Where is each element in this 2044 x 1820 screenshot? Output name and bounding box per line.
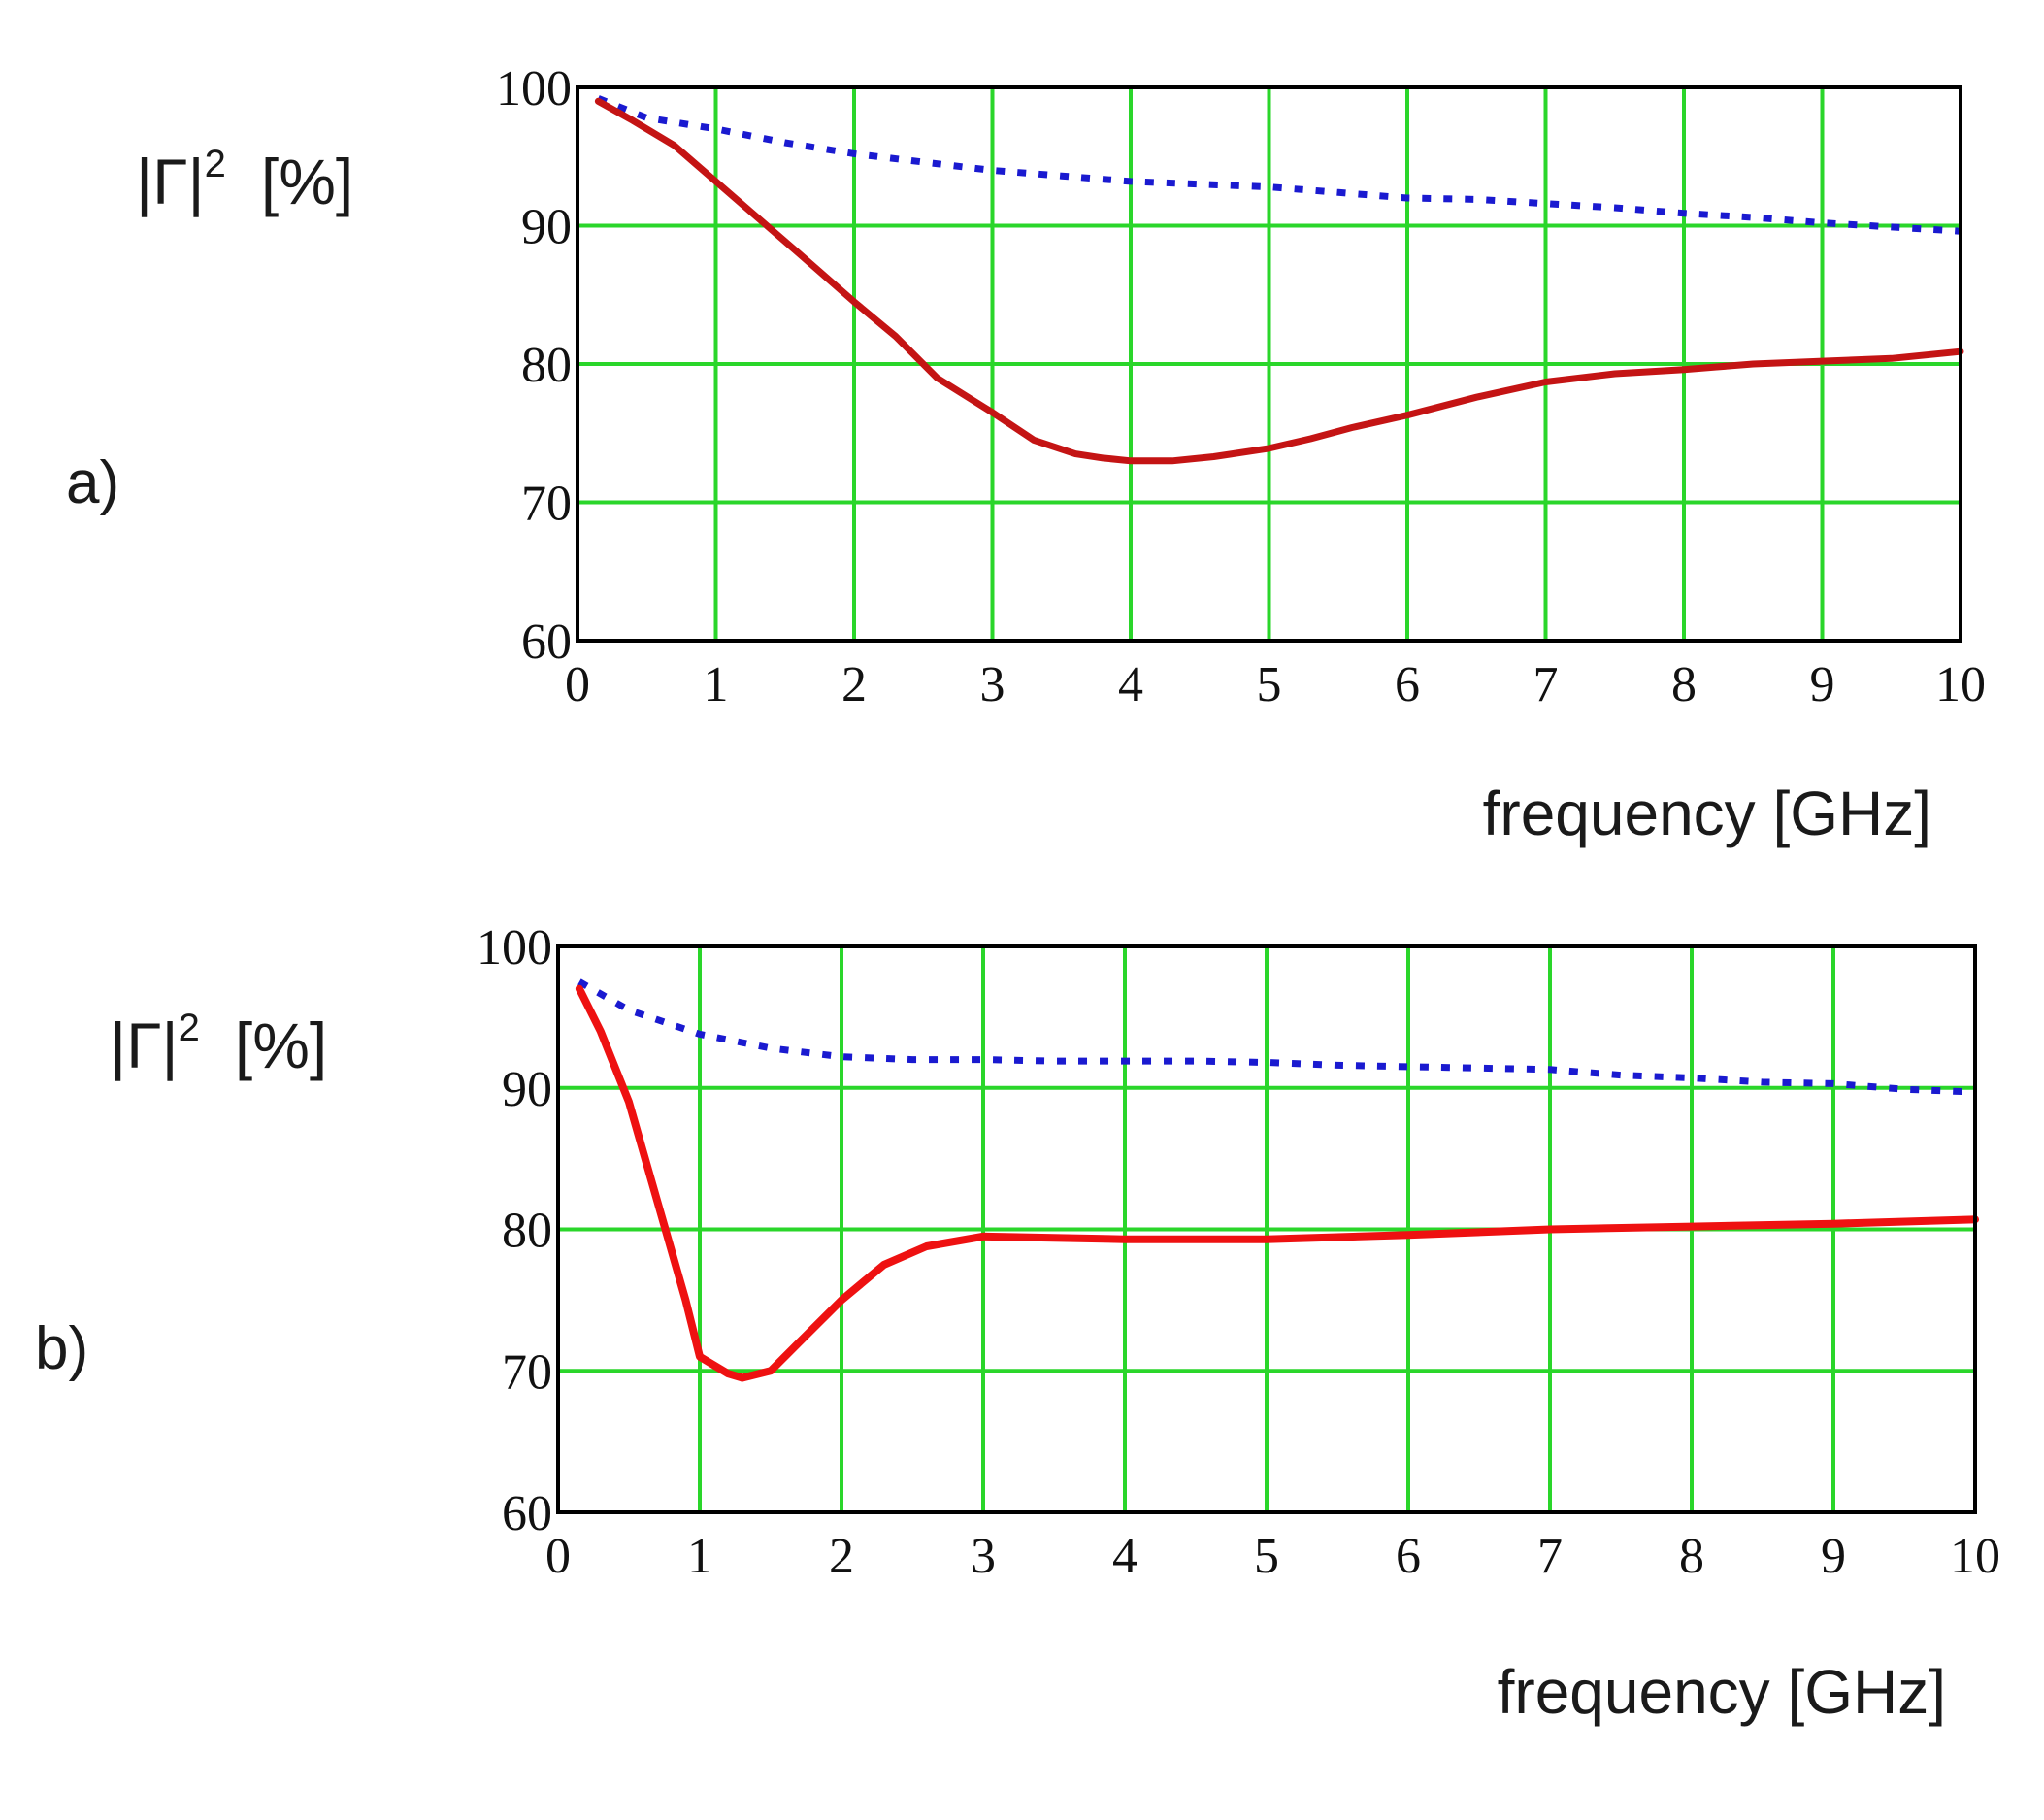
panel-a-xtick-label: 1	[704, 657, 729, 712]
panel-a-xtick-label: 10	[1935, 657, 1986, 712]
panel-a-frame	[576, 85, 1962, 643]
panel-b-ytick-label: 80	[502, 1204, 552, 1259]
panel-a-ytick-label: 70	[521, 477, 572, 532]
panel-a-ytick-label: 100	[496, 61, 572, 116]
panel-a-ylabel: |Γ|2 [%]	[136, 143, 353, 217]
panel-b-ylabel-main: |Γ|	[110, 1009, 179, 1081]
panel-b-ytick-label: 100	[477, 920, 552, 976]
panel-b-xtick-label: 5	[1254, 1529, 1279, 1584]
panel-b-xtick-label: 4	[1112, 1529, 1137, 1584]
panel-a-xtick-label: 8	[1671, 657, 1697, 712]
panel-b-label: b)	[35, 1315, 88, 1382]
panel-a-xtick-label: 6	[1395, 657, 1420, 712]
panel-a-xtick-label: 5	[1257, 657, 1282, 712]
panel-b-frame	[556, 944, 1977, 1514]
panel-a-series-solid	[594, 97, 1964, 465]
panel-b-plot: 0 1 2 3 4 5 6 7 8 9 10 60 70 80 90 100	[477, 920, 2000, 1584]
panel-b-ylabel-unit: [%]	[235, 1009, 327, 1081]
panel-a-xtick-label: 3	[980, 657, 1006, 712]
panel-a-ytick-label: 80	[521, 338, 572, 393]
panel-b-xtick-label: 1	[687, 1529, 712, 1584]
panel-a-ylabel-unit: [%]	[261, 146, 353, 217]
panel-b-ytick-label: 60	[502, 1486, 552, 1541]
panel-a-ylabel-main: |Γ|	[136, 146, 205, 217]
panel-a-xtick-label: 0	[565, 657, 590, 712]
panel-b-xtick-label: 0	[545, 1529, 571, 1584]
panel-b-xtick-label: 10	[1950, 1529, 2000, 1584]
panel-a-xtick-label: 7	[1533, 657, 1559, 712]
panel-b-xlabel: frequency [GHz]	[1498, 1657, 1946, 1727]
panel-a-ytick-label: 60	[521, 614, 572, 670]
panel-b-xtick-label: 8	[1679, 1529, 1704, 1584]
panel-a-label: a)	[66, 449, 119, 516]
panel-b-xtick-label: 9	[1821, 1529, 1846, 1584]
panel-a-xtick-label: 9	[1810, 657, 1835, 712]
panel-a-ytick-label: 90	[521, 200, 572, 255]
panel-a-xlabel: frequency [GHz]	[1483, 778, 1931, 848]
panel-b-xtick-label: 6	[1396, 1529, 1421, 1584]
panel-a-series-dotted	[597, 95, 1962, 235]
panel-b-xtick-label: 2	[829, 1529, 854, 1584]
panel-b-ytick-label: 90	[502, 1062, 552, 1117]
panel-b-ylabel: |Γ|2 [%]	[110, 1007, 327, 1081]
panel-b-series-solid	[575, 984, 1979, 1382]
panel-a-ylabel-sup: 2	[205, 143, 226, 185]
panel-a-xtick-label: 4	[1118, 657, 1143, 712]
panel-b-xtick-label: 3	[971, 1529, 996, 1584]
panel-a-plot: 0 1 2 3 4 5 6 7 8 9 10 60 70 80 90 100	[496, 61, 1986, 712]
panel-b-xtick-label: 7	[1537, 1529, 1563, 1584]
panel-a-xtick-label: 2	[841, 657, 867, 712]
panel-b-ylabel-sup: 2	[179, 1007, 200, 1049]
panel-b-ytick-label: 70	[502, 1344, 552, 1400]
